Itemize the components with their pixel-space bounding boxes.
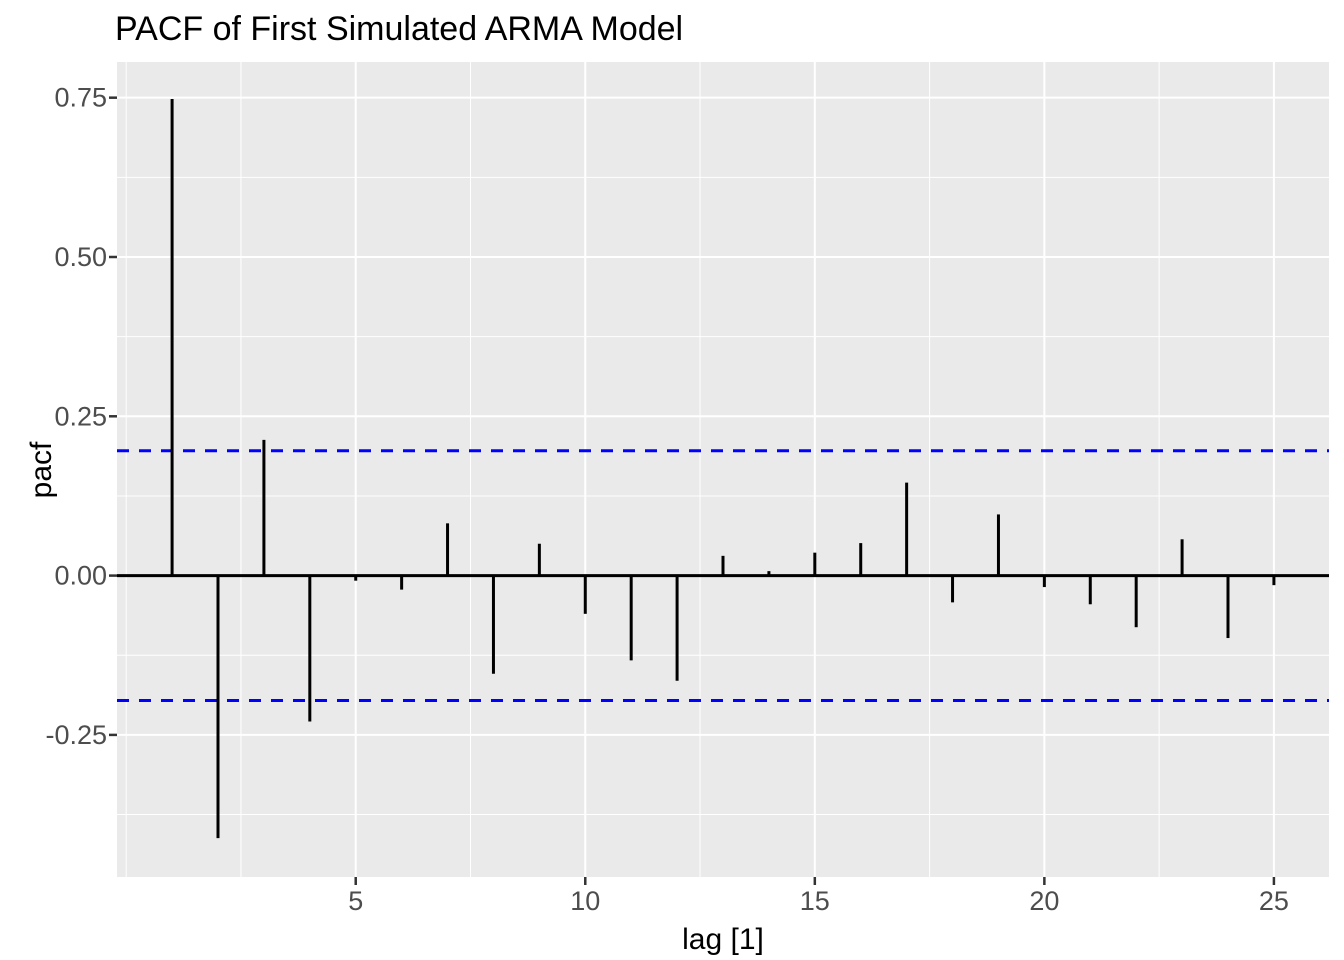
y-tick-label: 0.75: [54, 83, 107, 113]
x-tick-label: 15: [800, 886, 830, 916]
panel-background: [117, 62, 1329, 877]
x-tick-label: 20: [1029, 886, 1059, 916]
x-axis-title: lag [1]: [682, 923, 764, 956]
y-tick-label: 0.50: [54, 242, 107, 272]
pacf-spikes: [170, 98, 1276, 839]
x-tick-label: 5: [348, 886, 363, 916]
y-tick-label: 0.25: [54, 401, 107, 431]
y-tick-labels: -0.25 0.00 0.25 0.50 0.75: [45, 83, 107, 750]
x-tick-labels: 5 10 15 20 25: [348, 886, 1289, 916]
y-tick-label: 0.00: [54, 561, 107, 591]
y-tick-label: -0.25: [45, 720, 107, 750]
confidence-lines: [117, 449, 1329, 702]
minor-gridlines: [117, 62, 1329, 877]
x-tick-label: 10: [570, 886, 600, 916]
plot-title: PACF of First Simulated ARMA Model: [115, 10, 684, 48]
x-tick-label: 25: [1259, 886, 1289, 916]
axis-tick-marks: [109, 96, 1276, 885]
